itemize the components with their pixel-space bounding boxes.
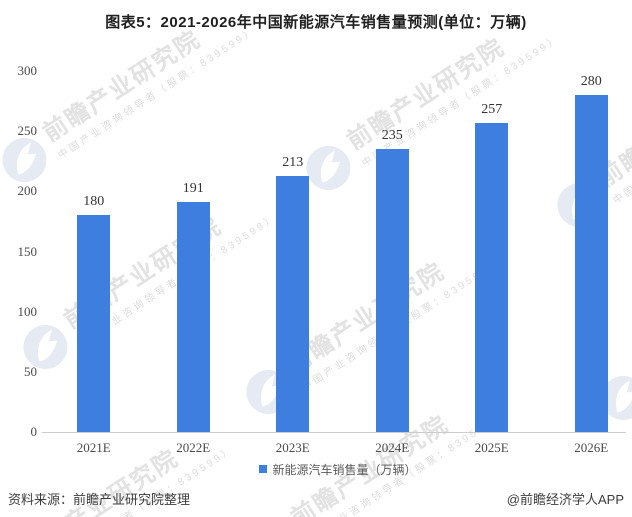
source-note: 资料来源：前瞻产业研究院整理 <box>8 492 191 507</box>
bar-value-label: 180 <box>83 194 105 210</box>
watermark: 前瞻产业研究院 中国产业咨询领导者（股票：839599） <box>593 236 632 429</box>
y-axis-tick-label: 200 <box>17 183 38 199</box>
legend-label: 新能源汽车销售量（万辆） <box>272 462 417 477</box>
bar-column: 257 2025E <box>442 60 542 455</box>
bar-value-label: 213 <box>282 154 304 170</box>
bar-value-label: 280 <box>580 74 602 90</box>
legend: 新能源汽车销售量（万辆） <box>44 461 632 477</box>
x-axis-category-label: 2021E <box>76 440 111 455</box>
qianzhan-logo-icon <box>23 325 68 370</box>
qianzhan-logo-icon <box>306 146 351 191</box>
y-axis-tick-label: 0 <box>30 424 38 439</box>
x-axis-line <box>42 432 626 433</box>
x-axis-category-label: 2024E <box>375 440 410 455</box>
bar-2025e <box>475 122 509 432</box>
bar-2023e <box>276 175 310 432</box>
bar-column: 191 2022E <box>144 60 244 455</box>
legend-marker-icon <box>259 465 268 473</box>
bar-column: 180 2021E <box>44 60 144 455</box>
y-axis-tick-label: 100 <box>17 303 38 319</box>
bar-value-label: 235 <box>381 128 403 144</box>
bar-2022e <box>176 202 210 432</box>
watermark: 前瞻产业研究院 中国产业咨询领导者（股票：839599） <box>15 185 279 378</box>
bar-2024e <box>375 149 409 432</box>
bar-column: 213 2023E <box>243 60 343 455</box>
plot-area: 180 2021E 191 2022E 213 2023E 235 2024E … <box>44 60 632 455</box>
watermark: 前瞻产业研究院 中国产业咨询领导者（股票：839599） <box>298 6 562 199</box>
bar-2026e <box>574 95 608 432</box>
bar-value-label: 257 <box>481 101 503 117</box>
y-axis-tick-label: 250 <box>17 123 38 139</box>
y-axis-tick-label: 150 <box>17 243 38 259</box>
x-axis-category-label: 2023E <box>275 440 310 455</box>
qianzhan-logo-icon <box>2 138 47 183</box>
bar-2021e <box>77 215 111 432</box>
chart-title: 图表5：2021-2026年中国新能源汽车销售量预测(单位：万辆) <box>105 14 527 31</box>
watermark: 前瞻产业研究院 中国产业咨询领导者（股票：839599） <box>0 0 258 190</box>
x-axis-category-label: 2026E <box>574 440 609 455</box>
qianzhan-logo-icon <box>601 376 632 421</box>
credit-note: @前瞻经济学人APP <box>506 492 624 507</box>
bar-column: 235 2024E <box>343 60 443 455</box>
y-axis-tick-label: 50 <box>24 363 37 379</box>
bar-value-label: 191 <box>182 181 204 197</box>
y-axis-tick-label: 300 <box>17 63 38 78</box>
bar-column: 280 2026E <box>542 60 632 455</box>
x-axis-category-label: 2022E <box>176 440 211 455</box>
x-axis-category-label: 2025E <box>474 440 509 455</box>
